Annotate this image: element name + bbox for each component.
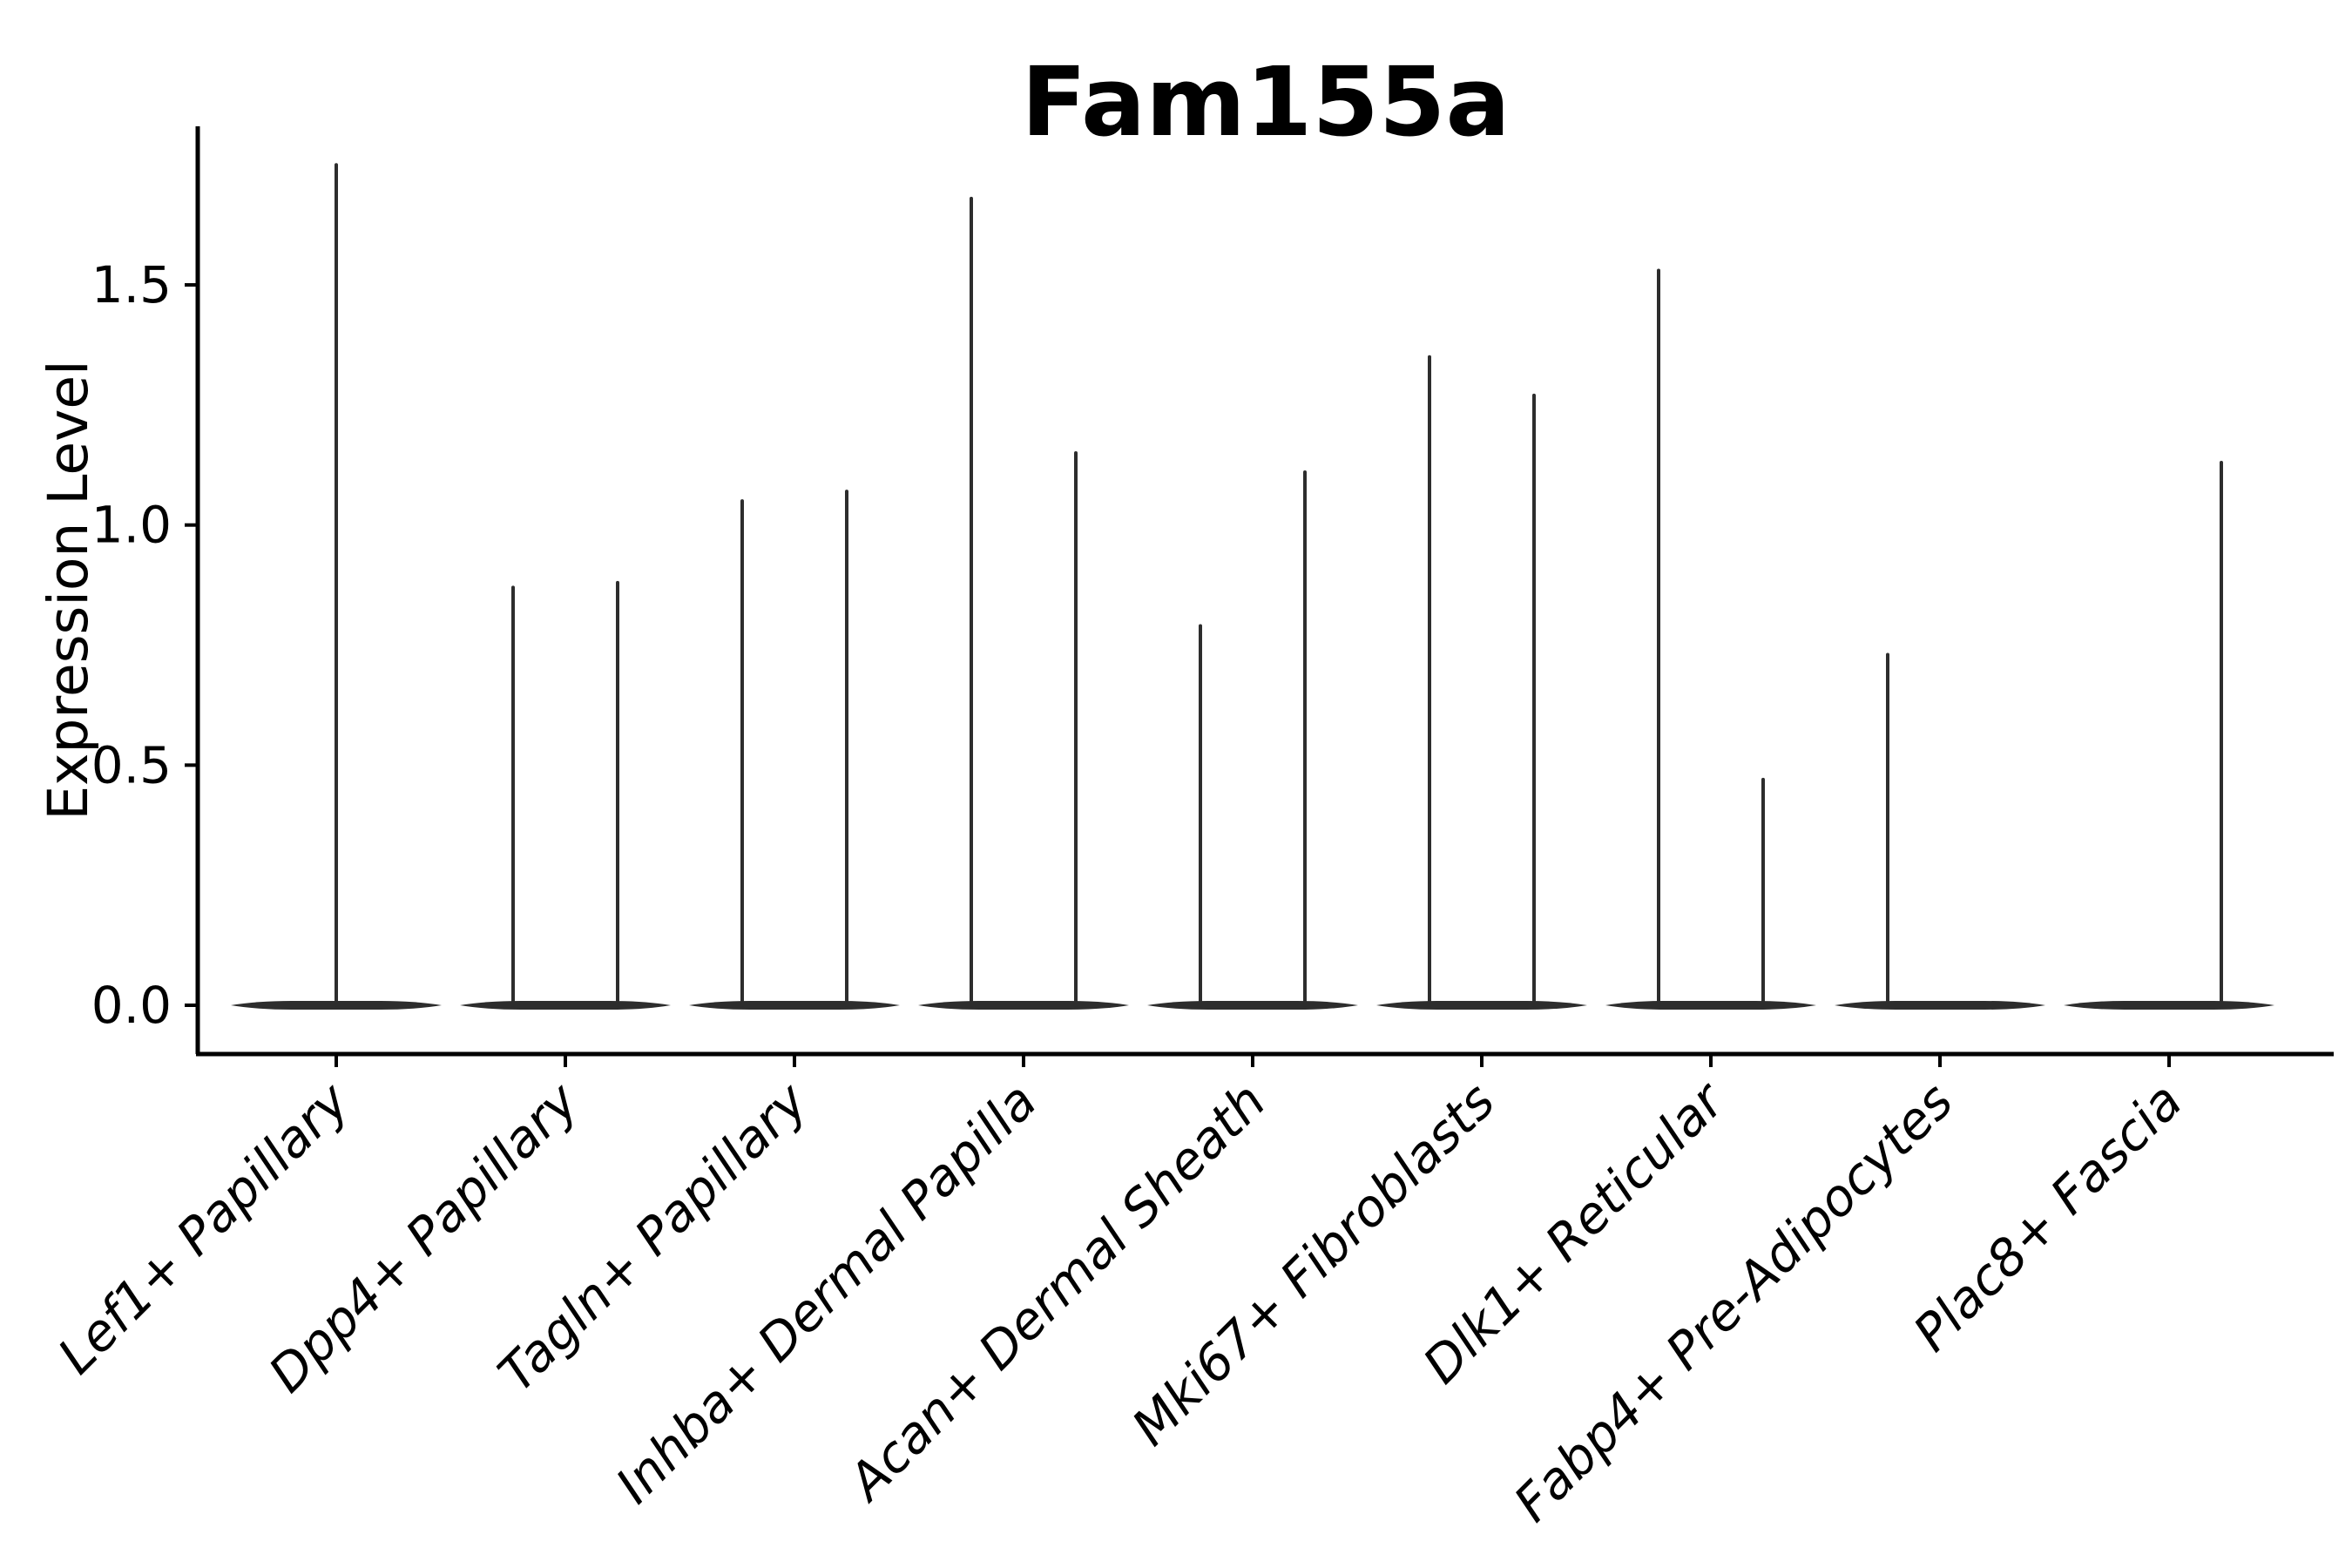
violin-base — [918, 1001, 1129, 1010]
violin-base — [1605, 1001, 1816, 1010]
violin-base — [460, 1001, 671, 1010]
violin-base — [1376, 1001, 1587, 1010]
x-tick-label: Acan+ Dermal Sheath — [835, 1071, 1277, 1514]
y-axis-label: Expression Level — [37, 360, 100, 820]
chart-title: Fam155a — [1021, 46, 1511, 158]
y-tick-label: 1.0 — [91, 496, 172, 555]
x-tick-label: Fabp4+ Pre-Adipocytes — [1503, 1071, 1964, 1533]
y-tick-label: 0.5 — [91, 735, 172, 794]
violin-base — [2064, 1001, 2274, 1010]
violin-base — [1147, 1001, 1358, 1010]
violin-base — [689, 1001, 900, 1010]
x-tick-label: Inhba+ Dermal Papilla — [605, 1071, 1048, 1515]
y-tick-label: 1.5 — [91, 255, 172, 314]
violin-base — [1835, 1001, 2045, 1010]
y-tick-label: 0.0 — [91, 976, 172, 1035]
